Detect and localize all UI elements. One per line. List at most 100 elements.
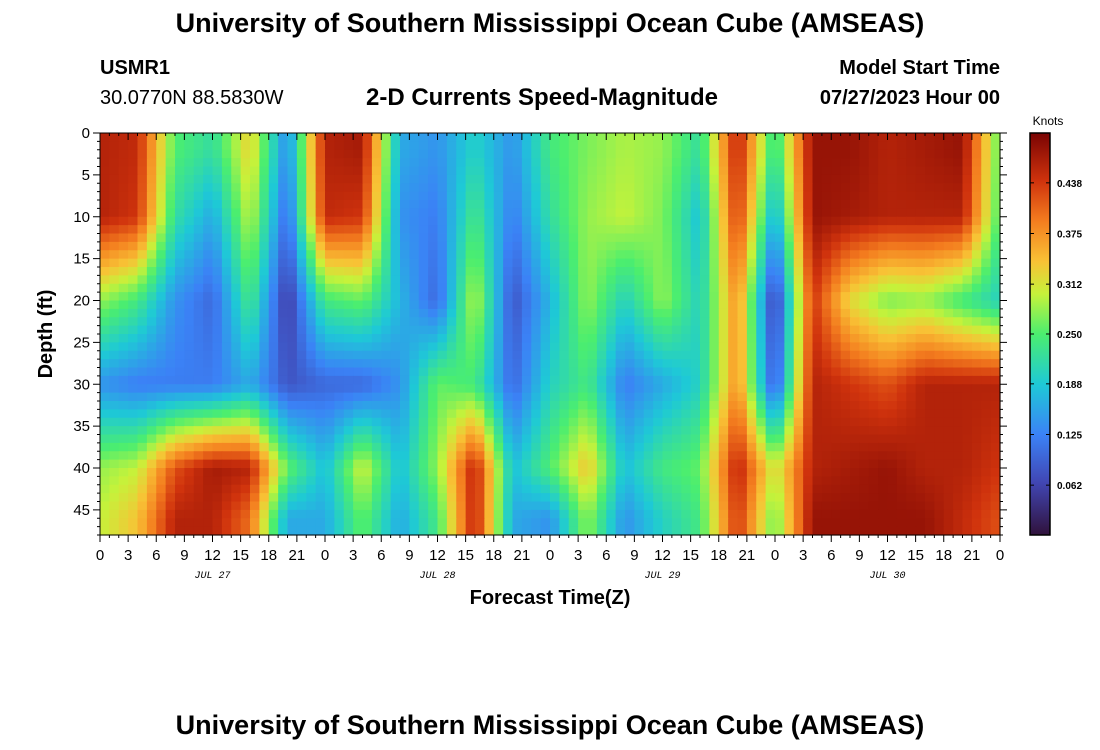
heatmap-cell — [381, 342, 392, 352]
heatmap-cell — [578, 392, 589, 402]
heatmap-cell — [353, 292, 364, 302]
heatmap-cell — [521, 442, 532, 452]
heatmap-cell — [606, 267, 617, 276]
heatmap-cell — [990, 208, 1001, 218]
heatmap-cell — [971, 191, 982, 201]
heatmap-cell — [981, 342, 992, 352]
heatmap-cell — [371, 225, 382, 235]
heatmap-cell — [521, 392, 532, 402]
heatmap-cell — [671, 493, 682, 503]
heatmap-cell — [859, 426, 870, 436]
heatmap-cell — [259, 133, 270, 142]
heatmap-cell — [925, 183, 935, 193]
heatmap-cell — [971, 476, 982, 486]
heatmap-cell — [550, 216, 560, 226]
heatmap-cell — [550, 308, 560, 318]
heatmap-cell — [428, 417, 439, 427]
heatmap-cell — [990, 518, 1001, 528]
heatmap-cell — [662, 325, 673, 335]
heatmap-cell — [193, 267, 204, 276]
heatmap-cell — [971, 526, 982, 536]
heatmap-cell — [709, 401, 720, 410]
heatmap-cell — [362, 375, 373, 385]
heatmap-cell — [662, 459, 673, 469]
heatmap-cell — [221, 200, 232, 209]
heatmap-cell — [118, 158, 129, 168]
heatmap-cell — [446, 392, 457, 402]
heatmap-cell — [146, 334, 157, 343]
heatmap-cell — [353, 225, 364, 235]
heatmap-cell — [456, 426, 467, 436]
heatmap-cell — [868, 442, 879, 452]
heatmap-cell — [681, 434, 692, 444]
heatmap-cell — [240, 484, 251, 494]
heatmap-cell — [540, 359, 551, 369]
heatmap-cell — [409, 191, 420, 201]
heatmap-cell — [934, 317, 945, 327]
heatmap-cell — [371, 484, 382, 494]
heatmap-cell — [925, 325, 935, 335]
heatmap-cell — [690, 308, 701, 318]
heatmap-cell — [915, 200, 926, 209]
heatmap-cell — [503, 225, 514, 235]
heatmap-cell — [709, 367, 720, 377]
heatmap-cell — [503, 401, 514, 410]
heatmap-cell — [878, 468, 889, 477]
heatmap-cell — [990, 451, 1001, 461]
heatmap-cell — [812, 141, 823, 151]
heatmap-cell — [737, 426, 748, 436]
heatmap-cell — [962, 342, 973, 352]
heatmap-cell — [775, 216, 785, 226]
heatmap-cell — [306, 208, 317, 218]
heatmap-cell — [775, 275, 785, 285]
heatmap-cell — [371, 417, 382, 427]
heatmap-cell — [428, 350, 439, 360]
heatmap-cell — [728, 384, 739, 394]
heatmap-cell — [625, 501, 635, 511]
heatmap-cell — [240, 459, 251, 469]
heatmap-cell — [662, 350, 673, 360]
heatmap-cell — [868, 342, 879, 352]
heatmap-cell — [475, 509, 485, 519]
heatmap-cell — [268, 166, 279, 176]
heatmap-cell — [381, 434, 392, 444]
heatmap-cell — [540, 417, 551, 427]
heatmap-cell — [446, 166, 457, 176]
heatmap-cell — [934, 292, 945, 302]
heatmap-cell — [428, 149, 439, 159]
heatmap-cell — [775, 300, 785, 310]
heatmap-cell — [962, 283, 973, 293]
heatmap-cell — [840, 518, 851, 528]
heatmap-cell — [859, 375, 870, 385]
heatmap-cell — [156, 451, 167, 461]
heatmap-cell — [615, 451, 626, 461]
heatmap-cell — [671, 300, 682, 310]
heatmap-cell — [643, 375, 654, 385]
heatmap-cell — [746, 233, 757, 243]
heatmap-cell — [456, 501, 467, 511]
heatmap-cell — [765, 518, 776, 528]
heatmap-cell — [484, 174, 495, 184]
heatmap-cell — [793, 493, 804, 503]
heatmap-cell — [643, 250, 654, 260]
x-tick-label: 0 — [96, 547, 104, 564]
heatmap-cell — [118, 292, 129, 302]
heatmap-cell — [465, 267, 476, 276]
heatmap-cell — [296, 518, 307, 528]
heatmap-cell — [268, 518, 279, 528]
heatmap-cell — [812, 183, 823, 193]
heatmap-cell — [400, 426, 410, 436]
heatmap-cell — [625, 158, 635, 168]
heatmap-cell — [793, 401, 804, 410]
heatmap-cell — [943, 359, 954, 369]
heatmap-cell — [446, 484, 457, 494]
heatmap-cell — [278, 375, 289, 385]
heatmap-cell — [503, 342, 514, 352]
heatmap-cell — [390, 191, 401, 201]
heatmap-cell — [671, 200, 682, 209]
heatmap-cell — [315, 518, 326, 528]
heatmap-cell — [221, 451, 232, 461]
heatmap-cell — [746, 409, 757, 419]
heatmap-cell — [334, 442, 345, 452]
heatmap-cell — [437, 241, 448, 251]
